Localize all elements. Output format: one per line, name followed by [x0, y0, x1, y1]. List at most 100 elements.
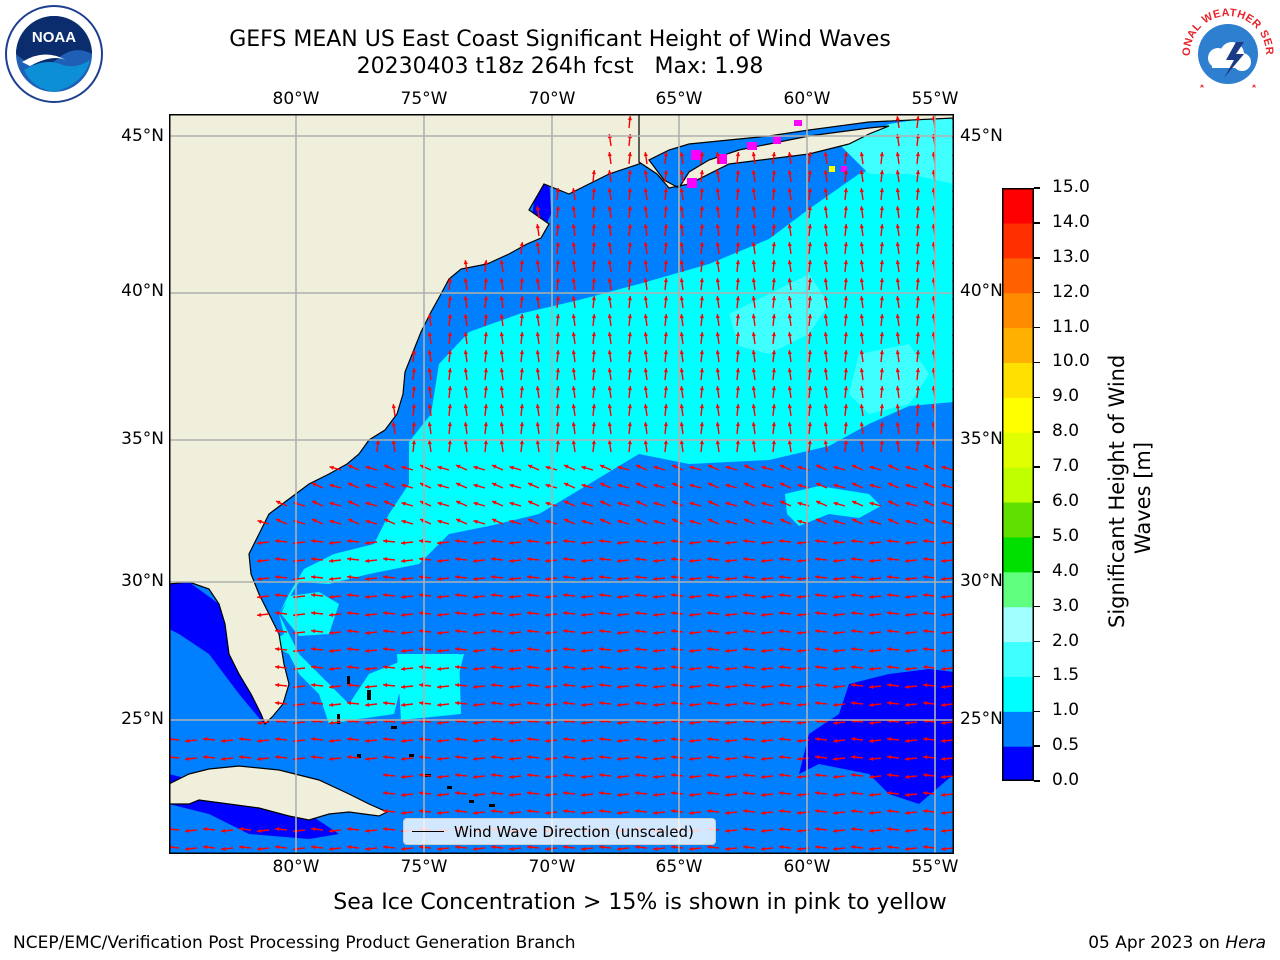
wave-direction-arrow: [535, 368, 540, 381]
wave-direction-arrow: [941, 576, 954, 581]
wave-direction-arrow: [383, 827, 396, 832]
wave-direction-arrow: [347, 557, 360, 562]
wave-direction-arrow: [463, 278, 468, 291]
wave-direction-arrow: [509, 684, 522, 689]
wave-direction-arrow: [923, 737, 936, 742]
wave-direction-arrow: [823, 170, 828, 183]
wave-direction-arrow: [437, 576, 450, 581]
wave-direction-arrow: [591, 404, 596, 417]
wave-direction-arrow: [571, 368, 576, 381]
wave-direction-arrow: [401, 774, 414, 779]
colorbar-segment: [1002, 467, 1034, 503]
wave-direction-arrow: [859, 188, 864, 201]
wave-direction-arrow: [779, 647, 792, 652]
wave-direction-arrow: [599, 647, 612, 652]
wave-direction-arrow: [627, 170, 632, 183]
wave-direction-arrow: [869, 576, 882, 581]
colorbar-segment: [1002, 536, 1034, 573]
wave-direction-arrow: [905, 846, 918, 851]
wave-direction-arrow: [751, 404, 756, 417]
wave-direction-arrow: [887, 539, 900, 544]
wave-direction-arrow: [941, 738, 954, 743]
wave-direction-arrow: [653, 519, 666, 525]
wave-direction-arrow: [447, 440, 452, 453]
wave-direction-arrow: [627, 152, 632, 165]
wave-direction-arrow: [941, 774, 954, 779]
wave-direction-arrow: [563, 464, 576, 471]
wave-direction-arrow: [545, 738, 558, 743]
wave-direction-arrow: [653, 792, 666, 797]
wave-direction-arrow: [823, 296, 828, 309]
wave-direction-arrow: [311, 518, 324, 525]
colorbar-segment: [1002, 397, 1034, 433]
map-panel: [169, 114, 954, 854]
wave-direction-arrow: [427, 332, 432, 345]
wave-direction-arrow: [895, 188, 900, 201]
wave-direction-arrow: [509, 612, 522, 617]
wave-direction-arrow: [671, 611, 684, 616]
wave-direction-arrow: [627, 368, 632, 381]
wave-direction-arrow: [411, 404, 416, 417]
wave-direction-arrow: [535, 260, 540, 273]
wave-direction-arrow: [509, 594, 522, 599]
wave-direction-arrow: [635, 737, 648, 742]
wave-direction-arrow: [869, 810, 882, 815]
wave-direction-arrow: [887, 755, 900, 760]
wave-direction-arrow: [843, 350, 848, 363]
wave-direction-arrow: [699, 332, 704, 345]
wave-direction-arrow: [663, 368, 668, 381]
wave-direction-arrow: [617, 810, 630, 815]
wave-direction-arrow: [447, 422, 452, 435]
wave-direction-arrow: [887, 737, 900, 742]
wave-direction-arrow: [519, 350, 524, 363]
wave-direction-arrow: [463, 404, 468, 417]
colorbar-segment: [1002, 606, 1034, 643]
wave-direction-arrow: [581, 648, 594, 653]
wave-direction-arrow: [535, 404, 540, 417]
wave-direction-arrow: [643, 422, 648, 435]
wave-direction-arrow: [329, 612, 342, 617]
wave-direction-arrow: [365, 684, 378, 689]
wave-direction-arrow: [365, 720, 378, 725]
wave-direction-arrow: [751, 386, 756, 399]
wave-direction-arrow: [895, 242, 900, 255]
wave-direction-arrow: [591, 314, 596, 327]
wave-direction-arrow: [571, 404, 576, 417]
wave-direction-arrow: [699, 206, 704, 219]
wave-direction-arrow: [843, 368, 848, 381]
wave-direction-arrow: [311, 611, 324, 616]
wave-direction-arrow: [771, 332, 776, 345]
wave-direction-arrow: [427, 350, 432, 363]
wave-direction-arrow: [437, 519, 450, 525]
wave-direction-arrow: [491, 557, 504, 562]
colorbar-tick-label: 15.0: [1052, 177, 1090, 197]
wave-direction-arrow: [843, 296, 848, 309]
legend-label: Wind Wave Direction (unscaled): [454, 822, 694, 841]
wave-direction-arrow: [859, 260, 864, 273]
wave-direction-arrow: [887, 791, 900, 796]
wave-direction-arrow: [815, 701, 828, 706]
wave-direction-arrow: [607, 278, 612, 291]
wave-direction-arrow: [499, 260, 504, 273]
wave-direction-arrow: [751, 422, 756, 435]
wave-direction-arrow: [689, 540, 702, 545]
wave-direction-arrow: [627, 296, 632, 309]
wave-direction-arrow: [879, 404, 884, 417]
colorbar-segment: [1002, 501, 1034, 538]
wave-direction-arrow: [607, 152, 612, 165]
wave-direction-arrow: [311, 500, 324, 507]
wave-direction-arrow: [671, 518, 684, 525]
wave-direction-arrow: [671, 809, 684, 814]
wave-direction-arrow: [365, 756, 378, 761]
wave-direction-arrow: [591, 350, 596, 363]
wave-direction-arrow: [617, 483, 630, 489]
wave-direction-arrow: [617, 648, 630, 653]
wave-direction-arrow: [743, 773, 756, 778]
wave-direction-arrow: [527, 737, 540, 742]
wave-direction-arrow: [915, 152, 920, 165]
wave-direction-arrow: [437, 612, 450, 617]
wave-direction-arrow: [519, 332, 524, 345]
wave-direction-arrow: [843, 170, 848, 183]
wave-direction-arrow: [707, 539, 720, 544]
wave-direction-arrow: [599, 701, 612, 706]
